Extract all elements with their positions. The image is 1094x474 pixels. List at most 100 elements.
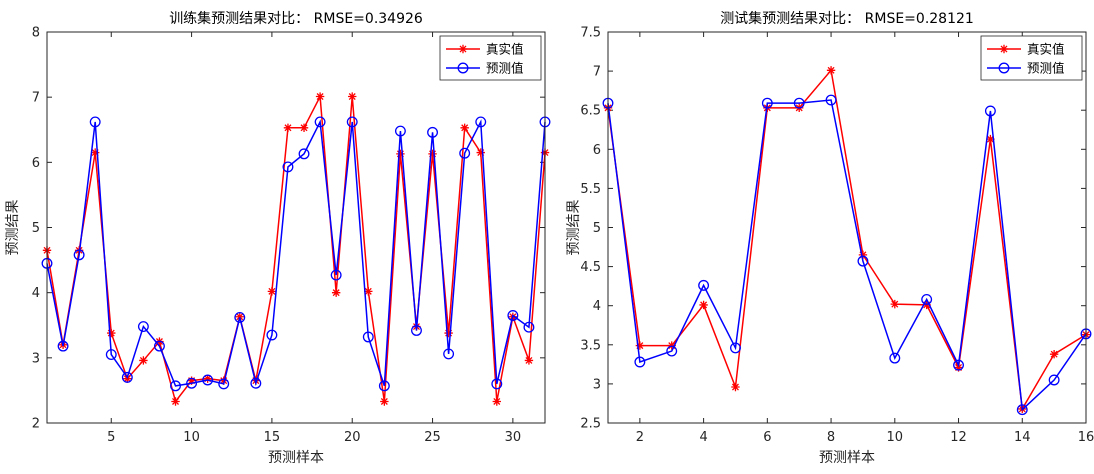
data-point-marker [105, 349, 117, 361]
data-point-marker [219, 376, 228, 385]
data-point-marker [394, 125, 406, 137]
data-point-marker [57, 340, 69, 352]
x-axis: 5 10 15 20 25 30 [107, 32, 521, 445]
x-tick-label: 25 [424, 430, 441, 445]
legend-item: 预测值 [987, 61, 1065, 76]
data-point-marker [699, 300, 708, 310]
x-tick-label: 16 [1078, 430, 1094, 445]
data-point-marker [922, 300, 931, 310]
data-point-marker [137, 321, 149, 333]
legend-marker [998, 62, 1010, 74]
y-tick-label: 2.5 [580, 417, 601, 432]
data-point-marker [330, 269, 342, 281]
y-tick-label: 6 [32, 156, 40, 171]
data-point-marker [523, 321, 535, 333]
series-predicted [602, 94, 1092, 416]
x-tick-label: 10 [183, 430, 200, 445]
y-tick-label: 8 [32, 26, 40, 41]
legend-marker [999, 44, 1009, 54]
x-tick-label: 12 [950, 430, 967, 445]
legend-label: 真实值 [1027, 42, 1065, 57]
legend-item: 真实值 [987, 42, 1065, 57]
legend-marker [457, 62, 469, 74]
data-point-marker [250, 377, 262, 389]
data-point-marker [858, 250, 868, 260]
data-point-marker [731, 382, 740, 392]
data-point-marker [460, 123, 469, 132]
legend-item: 预测值 [446, 61, 524, 76]
x-tick-label: 15 [264, 430, 281, 445]
data-point-marker [378, 380, 390, 392]
data-point-marker [984, 105, 996, 117]
x-tick-label: 6 [763, 430, 771, 445]
axes-frame [607, 31, 1087, 424]
data-point-marker [331, 288, 341, 297]
data-point-marker [793, 97, 805, 109]
series-predicted [41, 116, 551, 392]
data-point-marker [267, 287, 277, 296]
data-point-marker [667, 341, 676, 350]
legend-label: 预测值 [1027, 61, 1065, 76]
data-point-marker [492, 397, 502, 406]
y-tick-label: 5 [593, 221, 601, 236]
data-point-marker [364, 287, 373, 296]
data-point-marker [348, 92, 357, 101]
x-axis: 2 4 6 8 10 12 14 16 [636, 32, 1094, 445]
x-tick-label: 30 [505, 430, 522, 445]
y-tick-label: 5 [32, 221, 40, 236]
chart-panel-1: 训练集预测结果对比： RMSE=0.34926 5 10 15 20 25 30 2 3 4 5 6 7… [5, 10, 551, 466]
x-tick-label: 20 [344, 430, 361, 445]
y-tick-label: 3 [32, 351, 40, 366]
data-point-marker [314, 116, 326, 128]
data-point-marker [730, 342, 741, 354]
plot-area [608, 32, 1086, 423]
data-point-marker [283, 123, 293, 132]
data-point-marker [953, 359, 964, 371]
legend-label: 预测值 [486, 61, 524, 76]
data-point-marker [171, 397, 180, 406]
data-point-marker [411, 325, 422, 336]
x-axis-label: 预测样本 [819, 450, 875, 466]
data-point-marker [889, 352, 901, 364]
data-point-marker [444, 328, 453, 338]
x-tick-label: 5 [107, 430, 115, 445]
x-tick-label: 4 [699, 430, 707, 445]
chart-title: 训练集预测结果对比： RMSE=0.34926 [169, 10, 423, 27]
data-point-marker [90, 148, 100, 157]
y-tick-label: 7 [593, 65, 601, 80]
data-point-marker [427, 126, 438, 138]
data-point-marker [187, 376, 196, 385]
data-point-marker [698, 279, 710, 291]
data-point-marker [890, 299, 899, 309]
data-point-marker [857, 255, 869, 267]
y-tick-label: 7.5 [580, 26, 601, 41]
x-tick-label: 10 [887, 430, 904, 445]
series-line [46, 119, 546, 387]
legend-marker [458, 44, 468, 54]
data-point-marker [666, 345, 678, 357]
data-point-marker [1016, 404, 1028, 416]
data-point-marker [282, 161, 294, 173]
data-point-marker [1048, 374, 1060, 386]
data-point-marker [507, 310, 519, 321]
data-point-marker [121, 371, 133, 383]
data-point-marker [954, 363, 963, 372]
data-point-marker [761, 97, 773, 109]
data-point-marker [202, 374, 214, 386]
data-point-marker [154, 340, 165, 352]
data-point-marker [139, 356, 148, 365]
data-point-marker [107, 328, 116, 338]
y-tick-label: 4 [32, 286, 40, 301]
legend-label: 真实值 [486, 42, 524, 57]
y-tick-label: 4 [593, 299, 601, 314]
data-point-marker [266, 329, 278, 341]
axes-frame [46, 31, 546, 424]
y-axis: 2.5 3 3.5 4 4.5 5 5.5 6 6.5 7 7.5 [580, 26, 1086, 432]
data-point-marker [428, 149, 437, 159]
data-point-marker [186, 377, 198, 389]
data-point-marker [235, 312, 244, 321]
x-tick-label: 2 [636, 430, 644, 445]
data-point-marker [234, 311, 246, 323]
